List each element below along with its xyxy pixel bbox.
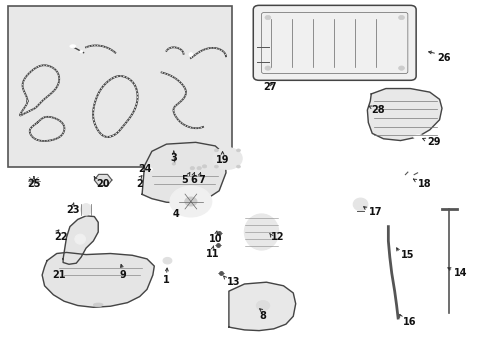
FancyBboxPatch shape <box>253 5 415 80</box>
Ellipse shape <box>70 45 76 48</box>
Bar <box>8 6 232 167</box>
Ellipse shape <box>80 50 82 53</box>
Ellipse shape <box>197 167 201 170</box>
Text: 17: 17 <box>368 207 382 217</box>
Text: 11: 11 <box>205 248 219 258</box>
Text: 6: 6 <box>189 175 196 185</box>
Ellipse shape <box>264 15 270 20</box>
Text: 3: 3 <box>170 153 177 163</box>
Ellipse shape <box>236 165 240 168</box>
Text: 15: 15 <box>400 250 413 260</box>
Text: 1: 1 <box>163 275 169 285</box>
Ellipse shape <box>190 167 194 170</box>
Text: 16: 16 <box>402 317 416 327</box>
Polygon shape <box>228 282 295 330</box>
Ellipse shape <box>29 177 39 184</box>
Ellipse shape <box>172 163 175 165</box>
Text: 4: 4 <box>172 209 179 219</box>
Ellipse shape <box>163 257 171 264</box>
Text: 24: 24 <box>138 164 151 174</box>
Ellipse shape <box>398 15 404 20</box>
Ellipse shape <box>264 66 270 70</box>
Ellipse shape <box>146 168 152 171</box>
Ellipse shape <box>214 165 218 168</box>
Text: 7: 7 <box>198 175 204 185</box>
Ellipse shape <box>405 175 414 180</box>
Text: 5: 5 <box>181 175 188 185</box>
Text: 18: 18 <box>417 179 430 189</box>
Ellipse shape <box>202 165 206 168</box>
Ellipse shape <box>81 204 91 215</box>
Text: 9: 9 <box>119 270 126 280</box>
Text: 21: 21 <box>52 270 66 280</box>
Text: 20: 20 <box>96 179 109 189</box>
Text: 28: 28 <box>370 105 384 115</box>
Ellipse shape <box>256 301 269 311</box>
Ellipse shape <box>93 303 103 307</box>
Text: 27: 27 <box>263 82 276 92</box>
Polygon shape <box>366 89 441 140</box>
Text: 13: 13 <box>227 277 241 287</box>
Ellipse shape <box>352 198 367 211</box>
Text: 14: 14 <box>453 268 467 278</box>
Text: 12: 12 <box>271 232 284 242</box>
Ellipse shape <box>170 186 211 217</box>
Ellipse shape <box>212 148 242 169</box>
Text: 25: 25 <box>27 179 41 189</box>
Text: 10: 10 <box>208 234 222 244</box>
Text: 8: 8 <box>259 311 265 321</box>
Ellipse shape <box>189 53 192 56</box>
Text: 2: 2 <box>136 179 143 189</box>
Text: 23: 23 <box>66 206 80 216</box>
Ellipse shape <box>413 135 424 139</box>
Polygon shape <box>94 174 112 186</box>
Text: 29: 29 <box>427 138 440 147</box>
Ellipse shape <box>244 214 278 250</box>
Polygon shape <box>63 216 98 264</box>
Text: 26: 26 <box>436 53 449 63</box>
Polygon shape <box>142 142 225 203</box>
Ellipse shape <box>236 149 240 152</box>
Ellipse shape <box>398 66 404 70</box>
Ellipse shape <box>214 149 218 152</box>
Text: 19: 19 <box>215 155 229 165</box>
Polygon shape <box>42 252 154 307</box>
Ellipse shape <box>75 234 85 244</box>
Text: 22: 22 <box>54 232 68 242</box>
Ellipse shape <box>184 197 197 206</box>
